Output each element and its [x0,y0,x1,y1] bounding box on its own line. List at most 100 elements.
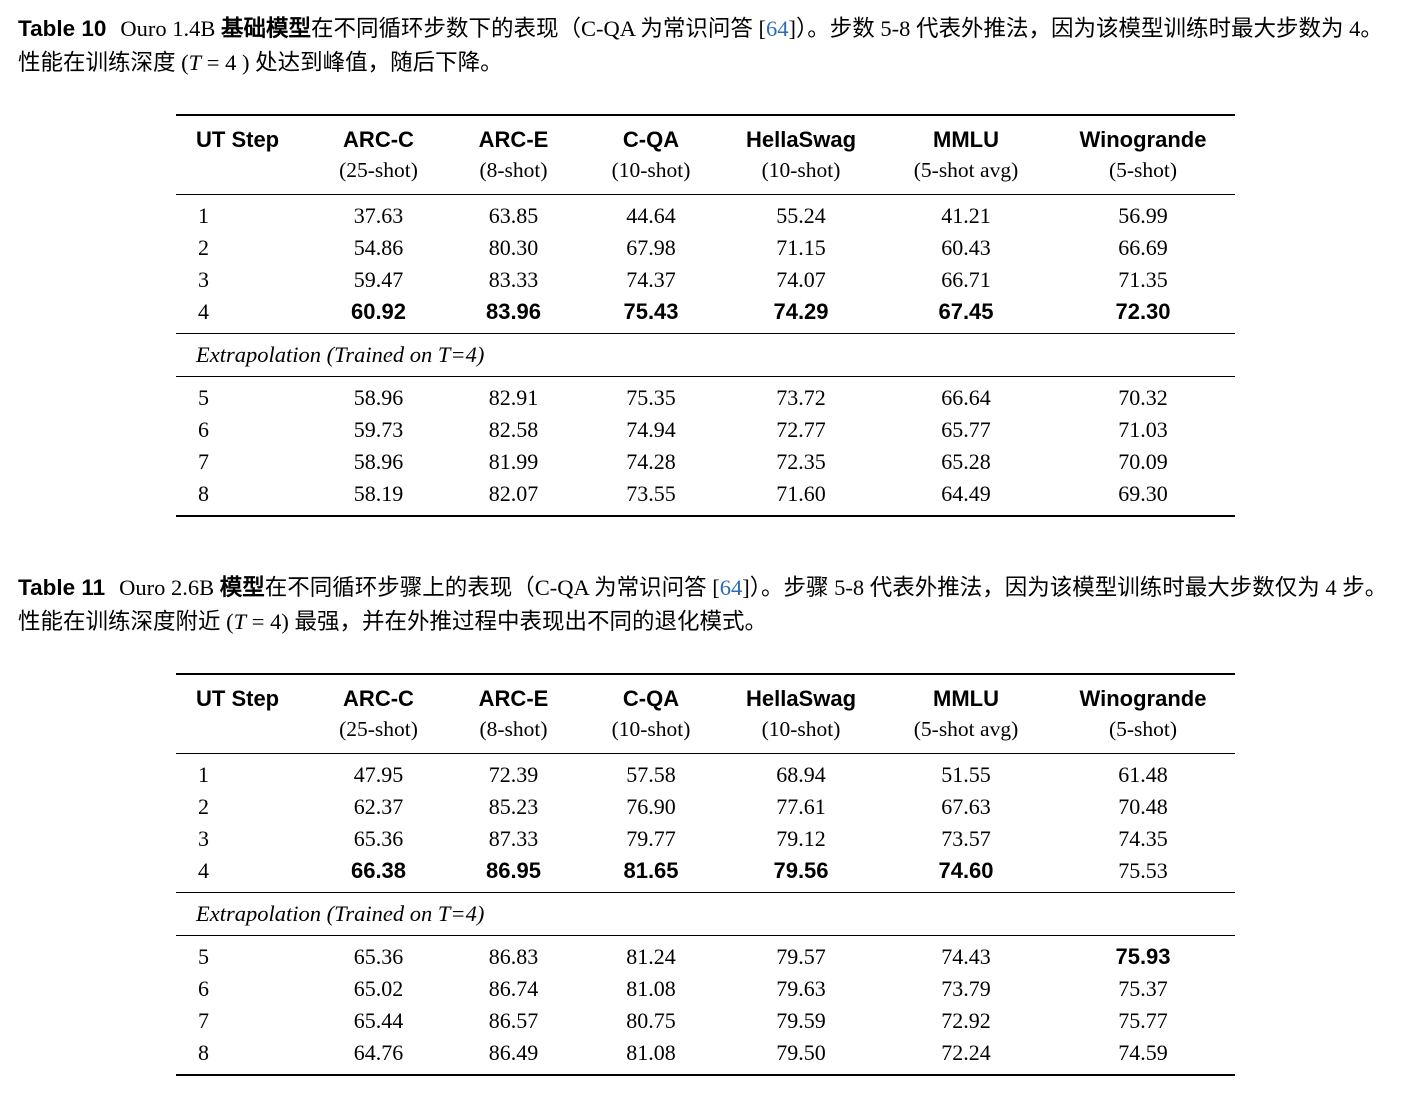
value-cell: 86.95 [446,855,581,893]
table10-caption-text-1: Ouro 1.4B [120,16,221,41]
ut-step-cell: 8 [198,1040,209,1065]
column-header-c-qa: C-QA (10-shot) [581,115,721,195]
table-row: 7 65.44 86.57 80.75 79.59 72.92 75.77 [176,1005,1235,1037]
value-cell: 75.77 [1118,1008,1168,1033]
extrapolation-section-label: Extrapolation (Trained on T=4) [176,333,1235,377]
value-cell: 82.91 [488,385,539,410]
value-cell: 61.48 [1118,762,1168,787]
table-section: Extrapolation (Trained on T=4) [176,333,1235,377]
table-section: Extrapolation (Trained on T=4) [176,892,1235,936]
value-cell: 80.30 [488,235,539,260]
table-header: UT Step ARC-C (25-shot) ARC-E (8-shot) C-QA (1… [176,115,1235,195]
citation-link-64[interactable]: 64 [766,16,789,41]
value-cell: 69.30 [1118,481,1168,506]
value-cell: 86.49 [488,1040,539,1065]
ut-step-cell: 7 [198,449,209,474]
value-cell: 41.21 [941,203,991,228]
value-cell: 79.57 [776,944,826,969]
value-cell: 72.77 [776,417,826,442]
value-cell: 79.50 [776,1040,826,1065]
value-cell: 66.64 [941,385,991,410]
ut-step-cell: 1 [198,203,209,228]
value-cell: 76.90 [626,794,676,819]
ut-step-cell: 3 [198,267,209,292]
value-cell: 73.55 [626,481,676,506]
table11-caption-text-3: ]）。步骤 5-8 代表外推法，因为该模型训练时最大步数仅为 4 步。性能在训练… [18,575,1388,634]
value-cell: 79.77 [626,826,676,851]
column-header-winogrande: Winogrande (5-shot) [1051,674,1235,754]
value-cell: 66.71 [941,267,991,292]
table-row: 3 59.47 83.33 74.37 74.07 66.71 71.35 [176,264,1235,296]
math-variable-T: T [233,609,247,634]
column-header-arc-e: ARC-E (8-shot) [446,674,581,754]
value-cell: 74.35 [1118,826,1168,851]
value-cell: 74.59 [1118,1040,1168,1065]
table-row: 6 59.73 82.58 74.94 72.77 65.77 71.03 [176,414,1235,446]
value-cell: 70.48 [1118,794,1168,819]
value-cell: 65.44 [353,1008,404,1033]
value-cell: 65.77 [941,417,991,442]
value-cell: 59.73 [353,417,404,442]
ut-step-cell: 7 [198,1008,209,1033]
column-name: C-QA [622,127,680,152]
citation-link-64[interactable]: 64 [719,575,743,600]
value-cell: 68.94 [776,762,826,787]
value-cell: 85.23 [488,794,539,819]
ut-step-cell: 1 [198,762,209,787]
ut-step-cell: 8 [198,481,209,506]
column-subtitle: (5-shot) [1108,717,1178,741]
table11-caption-label: Table 11 [18,575,106,600]
ut-step-cell: 4 [176,855,311,893]
value-cell: 79.56 [721,855,881,893]
column-name: ARC-C [343,127,414,152]
column-header-ut-step: UT Step [176,674,311,754]
value-cell: 74.07 [776,267,826,292]
column-name: ARC-E [478,127,549,152]
value-cell: 65.02 [353,976,404,1001]
value-cell: 81.24 [626,944,676,969]
benchmark-table-10: UT Step ARC-C (25-shot) ARC-E (8-shot) C-QA (1… [176,114,1235,517]
column-header-mmlu: MMLU (5-shot avg) [881,115,1051,195]
table-row: 2 62.37 85.23 76.90 77.61 67.63 70.48 [176,791,1235,823]
table-row: 5 65.36 86.83 81.24 79.57 74.43 75.93 [176,936,1235,974]
value-cell: 62.37 [353,794,404,819]
value-cell: 67.63 [941,794,991,819]
value-cell: 86.83 [488,944,539,969]
column-header-arc-c: ARC-C (25-shot) [311,115,446,195]
value-cell: 58.96 [353,449,404,474]
value-cell: 79.63 [776,976,826,1001]
extrapolation-section-label: Extrapolation (Trained on T=4) [176,892,1235,936]
value-cell: 82.58 [488,417,539,442]
table-body-main: 1 37.63 63.85 44.64 55.24 41.21 56.99 2 54.86 80.… [176,195,1235,334]
column-name: MMLU [933,127,999,152]
value-cell: 70.32 [1118,385,1168,410]
value-cell: 74.29 [721,296,881,334]
column-subtitle: (10-shot) [761,158,841,182]
table11-caption: Table 11 Ouro 2.6B 模型在不同循环步骤上的表现（C-QA 为常识… [0,571,1418,639]
value-cell: 66.69 [1118,235,1168,260]
value-cell: 75.37 [1118,976,1168,1001]
value-cell: 55.24 [776,203,826,228]
value-cell: 74.94 [626,417,676,442]
value-cell: 81.08 [626,976,676,1001]
value-cell: 75.93 [1115,944,1171,969]
value-cell: 65.36 [353,944,404,969]
value-cell: 51.55 [941,762,991,787]
value-cell: 59.47 [353,267,404,292]
value-cell: 57.58 [626,762,676,787]
table-row: 2 54.86 80.30 67.98 71.15 60.43 66.69 [176,232,1235,264]
column-header-c-qa: C-QA (10-shot) [581,674,721,754]
value-cell: 82.07 [488,481,539,506]
column-subtitle: (5-shot) [1108,158,1178,182]
column-name: Winogrande [1079,686,1207,711]
ut-step-cell: 5 [198,385,209,410]
value-cell: 71.35 [1118,267,1168,292]
table10-caption: Table 10 Ouro 1.4B 基础模型在不同循环步数下的表现（C-QA 为… [0,0,1418,80]
value-cell: 67.98 [626,235,676,260]
ut-step-cell: 2 [198,794,209,819]
value-cell: 79.12 [776,826,826,851]
table-header: UT Step ARC-C (25-shot) ARC-E (8-shot) C-QA (1… [176,674,1235,754]
value-cell: 86.57 [488,1008,539,1033]
table-body-extrapolation: 5 58.96 82.91 75.35 73.72 66.64 70.32 6 59.73 82.… [176,377,1235,517]
